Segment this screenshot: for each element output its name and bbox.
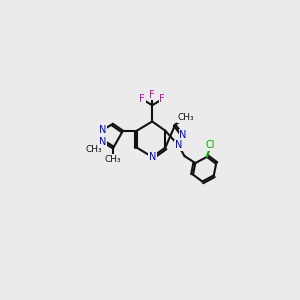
Text: F: F [159, 94, 165, 104]
Text: N: N [148, 152, 156, 162]
Text: CH₃: CH₃ [178, 113, 194, 122]
Text: CH₃: CH₃ [105, 155, 121, 164]
Text: N: N [99, 137, 106, 147]
Text: F: F [140, 94, 145, 104]
Text: Cl: Cl [206, 140, 215, 150]
Text: CH₃: CH₃ [85, 145, 102, 154]
Text: N: N [175, 140, 182, 150]
Text: F: F [149, 89, 155, 100]
Text: N: N [179, 130, 187, 140]
Text: N: N [99, 125, 106, 135]
